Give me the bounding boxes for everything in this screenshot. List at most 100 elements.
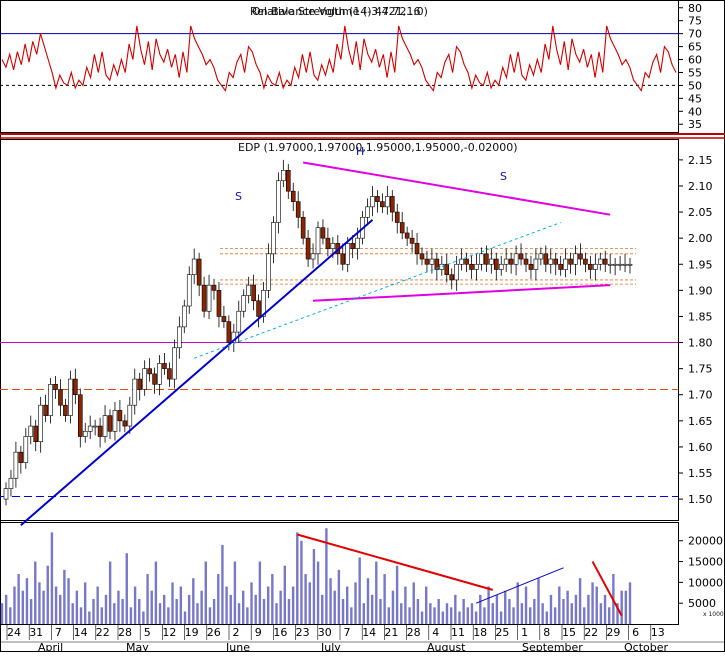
candle-body xyxy=(300,216,306,239)
candle-body xyxy=(612,263,618,266)
volume-bar xyxy=(487,586,490,624)
volume-bar xyxy=(624,590,628,624)
volume-bar xyxy=(383,574,386,624)
volume-bar xyxy=(212,599,216,624)
volume-bar xyxy=(300,540,303,624)
rsi-y-tick-label: 40 xyxy=(688,105,702,118)
volume-bar xyxy=(262,599,266,624)
volume-bar xyxy=(512,607,515,624)
volume-bar xyxy=(433,607,436,624)
volume-bar xyxy=(620,590,623,624)
rsi-y-tick-label: 50 xyxy=(688,79,702,92)
annotation-left-shoulder: S xyxy=(235,190,242,203)
candle-body xyxy=(548,258,554,265)
volume-bar xyxy=(591,582,594,624)
volume-bar xyxy=(425,586,428,624)
volume-bar xyxy=(192,578,195,624)
candle-body xyxy=(77,394,83,437)
volume-bar xyxy=(370,594,374,624)
volume-bar xyxy=(183,611,187,624)
price-title: EDP (1.97000,1.97000,1.95000,1.95000,-0.… xyxy=(238,141,518,154)
time-tick-label: 24 xyxy=(7,626,21,639)
time-tick-label: 30 xyxy=(318,626,332,639)
volume-bar xyxy=(358,557,361,624)
volume-bar xyxy=(462,599,465,624)
candle-body xyxy=(127,404,133,427)
time-tick-label: 7 xyxy=(344,626,351,639)
price-trendline xyxy=(20,219,374,526)
candle-body xyxy=(48,384,53,416)
candle-body xyxy=(469,263,474,270)
candle-body xyxy=(82,430,88,437)
candle-body xyxy=(261,290,266,317)
volume-bar xyxy=(316,561,320,624)
candle-body xyxy=(315,227,321,255)
volume-bar xyxy=(146,574,149,624)
candle-body xyxy=(276,180,281,223)
rsi-line xyxy=(1,25,677,92)
candle-body xyxy=(459,258,464,265)
candle-body xyxy=(558,263,563,270)
time-tick-label: 31 xyxy=(29,626,43,639)
volume-bar xyxy=(479,594,482,624)
candle-body xyxy=(568,258,573,265)
candle-body xyxy=(602,258,608,265)
volume-bar xyxy=(574,594,578,624)
volume-bar xyxy=(333,590,336,624)
volume-bar xyxy=(196,603,199,624)
candle-body xyxy=(310,253,316,260)
volume-bar xyxy=(246,607,249,624)
time-tick-label: 29 xyxy=(606,626,620,639)
volume-bar xyxy=(46,565,49,624)
volume-bar xyxy=(108,561,112,624)
candle-body xyxy=(444,263,450,275)
volume-bar xyxy=(466,607,470,624)
volume-bar xyxy=(150,590,153,624)
volume-bar xyxy=(25,578,29,624)
volume-bar xyxy=(67,578,70,624)
volume-bar xyxy=(304,574,307,624)
volume-trendline xyxy=(591,561,623,617)
volume-bar xyxy=(75,590,79,624)
candle-body xyxy=(73,378,78,396)
volume-bar xyxy=(271,574,274,624)
candle-body xyxy=(429,258,435,265)
volume-bar xyxy=(599,603,603,624)
volume-bar xyxy=(79,607,83,624)
rsi-y-tick-label: 65 xyxy=(688,41,702,54)
candle-body xyxy=(573,253,578,265)
volume-bar xyxy=(391,590,395,624)
volume-bar xyxy=(537,578,540,624)
time-tick-label: 23 xyxy=(296,626,310,639)
candle-body xyxy=(484,253,489,265)
time-tick-label: 2 xyxy=(233,626,240,639)
volume-bar xyxy=(412,582,415,624)
price-y-tick-label: 1.55 xyxy=(688,467,713,480)
candle-body xyxy=(241,295,247,312)
volume-bar xyxy=(237,603,241,624)
volume-bar xyxy=(404,586,407,624)
volume-bar xyxy=(362,603,366,624)
candle-body xyxy=(305,237,311,260)
candle-body xyxy=(523,258,529,265)
volume-bar xyxy=(587,594,590,624)
candle-body xyxy=(538,253,544,260)
volume-bar xyxy=(54,586,58,624)
candle-body xyxy=(43,404,48,416)
candle-body xyxy=(404,232,410,239)
volume-bar xyxy=(441,611,445,624)
time-tick-label: 22 xyxy=(96,626,110,639)
volume-bar xyxy=(524,586,528,624)
volume-bar xyxy=(291,586,295,624)
volume-bar xyxy=(250,582,253,624)
candle-body xyxy=(172,347,177,380)
candle-body xyxy=(63,404,68,416)
volume-bar xyxy=(400,603,403,624)
price-trendline xyxy=(302,161,611,216)
candle-body xyxy=(370,196,375,208)
annotation-right-shoulder: S xyxy=(500,170,507,183)
time-tick-label: 13 xyxy=(651,626,665,639)
price-y-tick-label: 1.80 xyxy=(688,337,713,350)
volume-bar xyxy=(429,603,432,624)
candle-body xyxy=(3,488,9,500)
